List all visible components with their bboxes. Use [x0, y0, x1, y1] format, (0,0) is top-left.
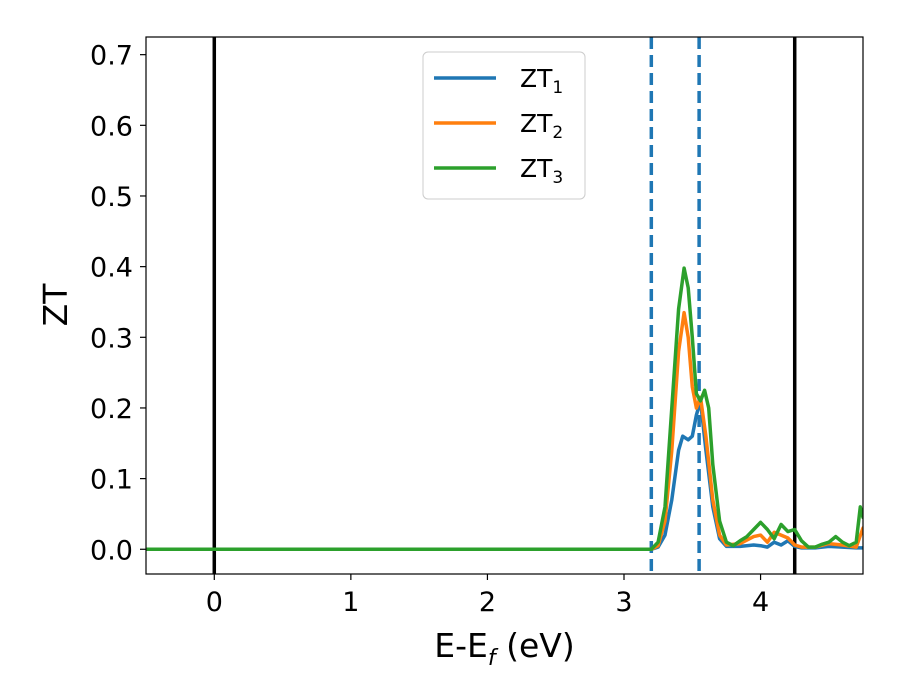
x-tick-label: 4 [752, 587, 769, 618]
x-tick-label: 3 [615, 587, 632, 618]
y-tick-label: 0.3 [90, 323, 133, 354]
y-axis-ticks: 0.0 0.1 0.2 0.3 0.4 0.5 0.6 0.7 [90, 41, 146, 566]
y-tick-label: 0.1 [90, 465, 133, 496]
x-axis-label-main: E-E [434, 626, 488, 665]
plot-frame [145, 36, 864, 575]
y-tick-label: 0.5 [90, 182, 133, 213]
x-tick-label: 2 [479, 587, 496, 618]
y-tick-label: 0.2 [90, 394, 133, 425]
x-axis-label-subscript: f [488, 646, 499, 671]
reference-lines [212, 37, 797, 574]
x-axis-ticks: 0 1 2 3 4 [206, 574, 769, 618]
y-axis-label: ZT [36, 283, 75, 327]
y-tick-label: 0.4 [90, 253, 133, 284]
legend-label-ZT1: ZT1 [520, 64, 563, 98]
legend-label-ZT2: ZT2 [520, 109, 563, 143]
y-tick-label: 0.6 [90, 111, 133, 142]
x-tick-label: 1 [342, 587, 359, 618]
legend-label-ZT3: ZT3 [520, 154, 563, 188]
legend: ZT1 ZT2 ZT3 [422, 51, 586, 200]
y-tick-label: 0.7 [90, 41, 133, 72]
legend-frame [422, 51, 586, 200]
series-line-ZT3 [146, 266, 863, 552]
x-axis-label-unit: (eV) [496, 626, 575, 665]
y-tick-label: 0.0 [90, 535, 133, 566]
x-axis-label: E-Ef (eV) [434, 626, 574, 671]
x-tick-label: 0 [206, 587, 223, 618]
series-lines [146, 266, 863, 552]
